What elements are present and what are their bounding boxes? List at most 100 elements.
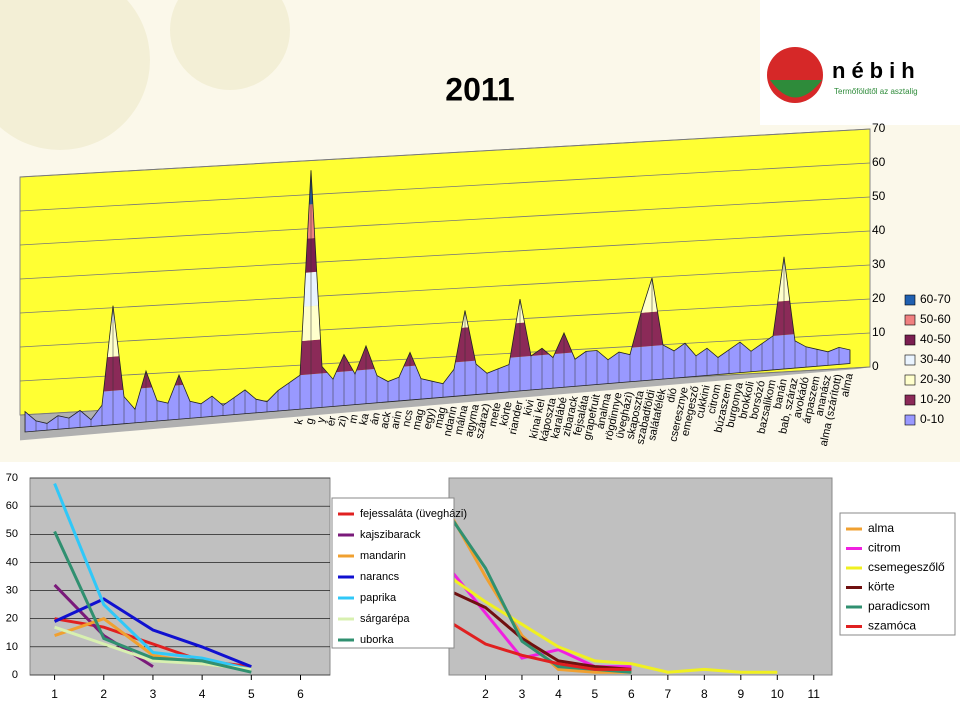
- x-tick-label: 2: [100, 687, 107, 701]
- y-tick-label: 40: [6, 556, 18, 568]
- z-tick-label: 70: [872, 121, 886, 135]
- grid-line: [19, 298, 871, 348]
- decoration: [170, 0, 290, 90]
- x-tick-label: alma: [839, 371, 856, 398]
- legend-swatch: [904, 414, 916, 426]
- legend-label: alma: [868, 521, 894, 535]
- x-tick-label: y: [315, 416, 328, 424]
- x-tick-label: 3: [519, 687, 526, 701]
- y-tick-label: 50: [6, 528, 18, 540]
- x-tick-label: 10: [771, 687, 785, 701]
- legend-label: citrom: [868, 541, 901, 555]
- x-tick-label: egy): [422, 407, 438, 430]
- x-tick-label: 2: [482, 687, 489, 701]
- y-tick-label: 60: [6, 500, 18, 512]
- series-line: [448, 620, 632, 671]
- legend-label: 20-30: [920, 372, 951, 386]
- legend-label: kajszibarack: [360, 529, 421, 541]
- legend-label: csemegeszőlő: [868, 560, 945, 574]
- legend-swatch: [904, 334, 916, 346]
- legend-label: 0-10: [920, 412, 944, 426]
- x-tick-label: 6: [628, 687, 635, 701]
- z-tick-label: 50: [872, 189, 886, 203]
- legend-label: 50-60: [920, 312, 951, 326]
- x-tick-label: dió: [665, 387, 680, 404]
- y-tick-label: 0: [12, 669, 18, 681]
- x-tick-label: 3: [150, 687, 157, 701]
- x-tick-label: 9: [737, 687, 744, 701]
- x-tick-label: ack: [378, 410, 393, 430]
- grid-line: [19, 128, 871, 178]
- x-tick-label: 4: [199, 687, 206, 701]
- x-tick-label: arin: [389, 410, 405, 430]
- y-tick-label: 10: [6, 641, 18, 653]
- legend-box: [839, 512, 956, 636]
- x-tick-label: 8: [701, 687, 708, 701]
- x-tick-label: k: [293, 417, 306, 425]
- grid-line: [19, 264, 871, 314]
- logo-name: nébih: [832, 58, 921, 83]
- legend-label: mandarin: [360, 550, 406, 562]
- x-tick-label: mete: [487, 401, 504, 427]
- x-tick-label: 6: [297, 687, 304, 701]
- legend-swatch: [904, 354, 916, 366]
- y-tick-label: 20: [6, 613, 18, 625]
- x-tick-label: 1: [51, 687, 58, 701]
- x-tick-label: 5: [592, 687, 599, 701]
- legend-swatch: [904, 374, 916, 386]
- decoration: [0, 0, 150, 150]
- legend-swatch: [904, 314, 916, 326]
- z-tick-label: 60: [872, 155, 886, 169]
- legend-label: narancs: [360, 571, 400, 583]
- grid-line: [19, 230, 871, 280]
- grid-line: [19, 196, 871, 246]
- x-tick-label: 11: [808, 687, 821, 701]
- y-tick-label: 30: [6, 584, 18, 596]
- grid-line: [19, 162, 871, 212]
- x-tick-label: 4: [555, 687, 562, 701]
- legend-label: 10-20: [920, 392, 951, 406]
- x-tick-label: g: [304, 417, 317, 425]
- floor: [20, 367, 870, 441]
- z-tick-label: 40: [872, 223, 886, 237]
- x-tick-label: mag: [433, 406, 449, 429]
- logo-icon: [770, 80, 822, 98]
- x-tick-label: körte: [498, 401, 515, 427]
- legend-label: uborka: [360, 634, 395, 646]
- legend-label: 30-40: [920, 352, 951, 366]
- legend-label: fejessaláta (üvegházi): [360, 508, 467, 520]
- x-tick-label: 5: [248, 687, 255, 701]
- x-tick-label: ka: [358, 412, 372, 427]
- logo-tagline: Termőföldtől az asztalig: [834, 87, 918, 96]
- x-tick-label: ncs: [400, 408, 415, 428]
- x-tick-label: án: [368, 412, 382, 426]
- x-tick-label: zi): [336, 414, 350, 428]
- z-tick-label: 0: [872, 359, 879, 373]
- legend-label: paradicsom: [868, 599, 930, 613]
- plot-area: [448, 477, 833, 676]
- legend-box: [331, 497, 455, 649]
- legend-label: sárgarépa: [360, 613, 410, 625]
- x-tick-label: 7: [665, 687, 672, 701]
- z-tick-label: 20: [872, 291, 886, 305]
- z-tick-label: 30: [872, 257, 886, 271]
- series-line: [448, 589, 632, 671]
- x-tick-label: m: [347, 413, 361, 424]
- series-line: [53, 530, 252, 674]
- chart-title: 2011: [445, 71, 514, 107]
- x-tick-label: kivi: [522, 399, 537, 417]
- series-line: [53, 597, 252, 668]
- x-tick-label: ér: [325, 415, 339, 427]
- surface: [24, 170, 851, 433]
- legend-label: szamóca: [868, 619, 916, 633]
- series-line: [448, 575, 778, 674]
- x-tick-label: mag: [411, 408, 427, 431]
- legend-swatch: [904, 394, 916, 406]
- legend-label: körte: [868, 580, 895, 594]
- y-tick-label: 70: [6, 472, 18, 484]
- plot-area: [29, 477, 331, 676]
- series-line: [53, 483, 252, 671]
- legend-swatch: [904, 294, 916, 306]
- grid-line: [19, 332, 871, 382]
